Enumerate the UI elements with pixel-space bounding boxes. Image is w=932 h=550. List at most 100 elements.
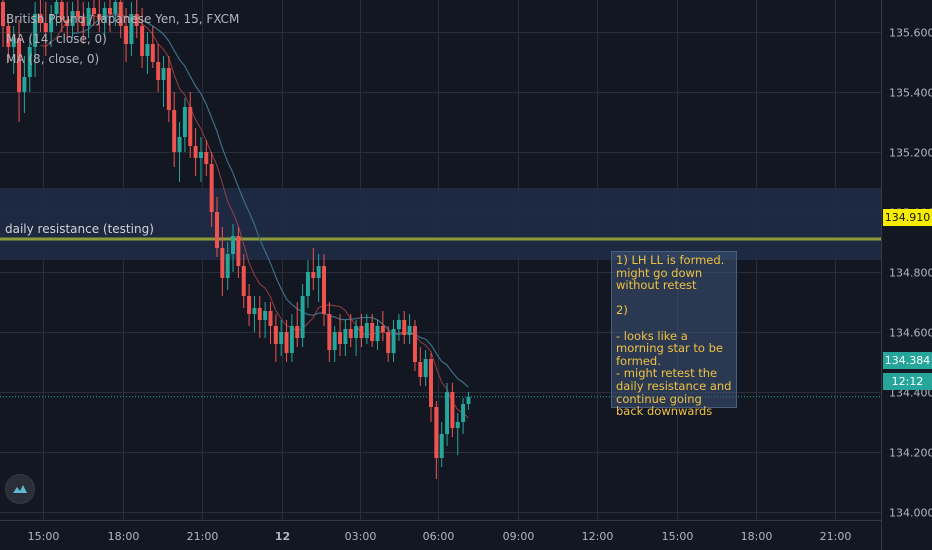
- candle-body: [439, 434, 444, 459]
- candle-body: [354, 326, 359, 339]
- candle-body: [284, 332, 289, 354]
- price-tick-label: 134.800: [889, 267, 932, 280]
- price-tick-label: 134.600: [889, 327, 932, 340]
- price-tick-label: 134.000: [889, 507, 932, 520]
- resistance-zone: [0, 188, 881, 398]
- candle-body: [402, 320, 407, 336]
- time-tick-label: 21:00: [187, 530, 219, 543]
- time-tick-label: 12:00: [582, 530, 614, 543]
- candle-body: [316, 266, 321, 279]
- candle-body: [38, 13, 43, 23]
- candle-body: [295, 326, 300, 339]
- candle-body: [161, 68, 166, 81]
- candle-body: [86, 7, 91, 26]
- price-tick-label: 135.400: [889, 87, 932, 100]
- candle-body: [247, 296, 252, 315]
- last-price-tag: 134.384: [883, 352, 932, 369]
- candle-body: [81, 16, 86, 26]
- candle-body: [129, 13, 134, 45]
- candles: [1, 0, 471, 480]
- price-tick-label: 135.600: [889, 27, 932, 40]
- time-tick-label: 18:00: [108, 530, 140, 543]
- candle-body: [364, 323, 369, 339]
- candle-body: [188, 107, 193, 147]
- candle-body: [59, 1, 64, 20]
- time-tick-label: 18:00: [741, 530, 773, 543]
- bar-countdown-tag: 12:12: [883, 373, 932, 390]
- symbol-legend[interactable]: British Pound / Japanese Yen, 15, FXCM: [6, 12, 240, 26]
- tradingview-logo-icon[interactable]: [5, 474, 35, 504]
- candle-body: [231, 236, 236, 255]
- price-scale-background: [881, 0, 932, 550]
- candle-body: [177, 137, 182, 153]
- candle-body: [33, 13, 38, 48]
- time-tick-label: 06:00: [423, 530, 455, 543]
- candle-body: [65, 19, 70, 26]
- candle-body: [375, 326, 380, 342]
- candle-body: [322, 266, 326, 315]
- ma14-legend[interactable]: MA (14, close, 0): [6, 32, 107, 46]
- candle-body: [257, 308, 262, 321]
- candle-body: [327, 314, 332, 351]
- candle-body: [423, 359, 428, 378]
- candle-body: [279, 332, 284, 345]
- candle-body: [22, 77, 27, 93]
- candle-body: [434, 407, 439, 459]
- candle-body: [6, 25, 11, 48]
- candle-body: [418, 362, 423, 378]
- candle-body: [198, 152, 203, 159]
- candle-body: [43, 22, 48, 32]
- resistance-price-tag: 134.910: [883, 209, 932, 226]
- candle-body: [193, 146, 198, 159]
- candle-body: [370, 323, 375, 342]
- candle-body: [455, 422, 460, 429]
- time-tick-label: 21:00: [820, 530, 852, 543]
- resistance-zone-label: daily resistance (testing): [5, 222, 154, 236]
- candle-body: [407, 326, 412, 336]
- candle-body: [134, 13, 139, 26]
- candle-body: [1, 1, 5, 26]
- candle-body: [156, 62, 161, 81]
- candle-body: [108, 7, 112, 14]
- candle-body: [263, 311, 268, 321]
- candle-body: [268, 311, 273, 327]
- price-tick-label: 134.200: [889, 447, 932, 460]
- ma8-legend[interactable]: MA (8, close, 0): [6, 52, 100, 66]
- candle-body: [311, 272, 316, 279]
- candle-body: [102, 7, 107, 20]
- candle-body: [300, 296, 305, 339]
- candle-body: [215, 212, 219, 249]
- candle-body: [236, 236, 241, 267]
- time-axis[interactable]: 15:00 18:00 21:00 12 03:00 06:00 09:00 12:00 15:…: [28, 530, 852, 543]
- candle-body: [91, 7, 96, 14]
- candle-body: [391, 329, 396, 354]
- candle-body: [343, 329, 348, 345]
- price-tick-label: 135.200: [889, 147, 932, 160]
- candle-body: [54, 1, 59, 14]
- candle-body: [461, 404, 466, 423]
- candle-body: [396, 320, 401, 330]
- candle-body: [124, 25, 129, 45]
- candle-body: [75, 10, 80, 17]
- candle-body: [466, 396, 471, 405]
- ma8-line: [40, 13, 469, 419]
- candle-body: [166, 68, 171, 111]
- candle-body: [140, 25, 145, 57]
- candle-body: [150, 44, 155, 63]
- analysis-note[interactable]: 1) LH LL is formed. might go down withou…: [611, 251, 737, 417]
- candle-body: [338, 332, 343, 345]
- candle-body: [348, 329, 353, 339]
- candle-body: [204, 152, 209, 165]
- candle-body: [380, 326, 385, 333]
- candle-body: [118, 1, 123, 26]
- candle-body: [225, 254, 230, 279]
- candle-body: [429, 359, 433, 408]
- candle-body: [450, 392, 455, 429]
- candle-body: [172, 110, 177, 153]
- candle-body: [289, 326, 294, 354]
- candle-body: [359, 326, 364, 339]
- candle-body: [386, 332, 391, 354]
- time-tick-label: 03:00: [345, 530, 377, 543]
